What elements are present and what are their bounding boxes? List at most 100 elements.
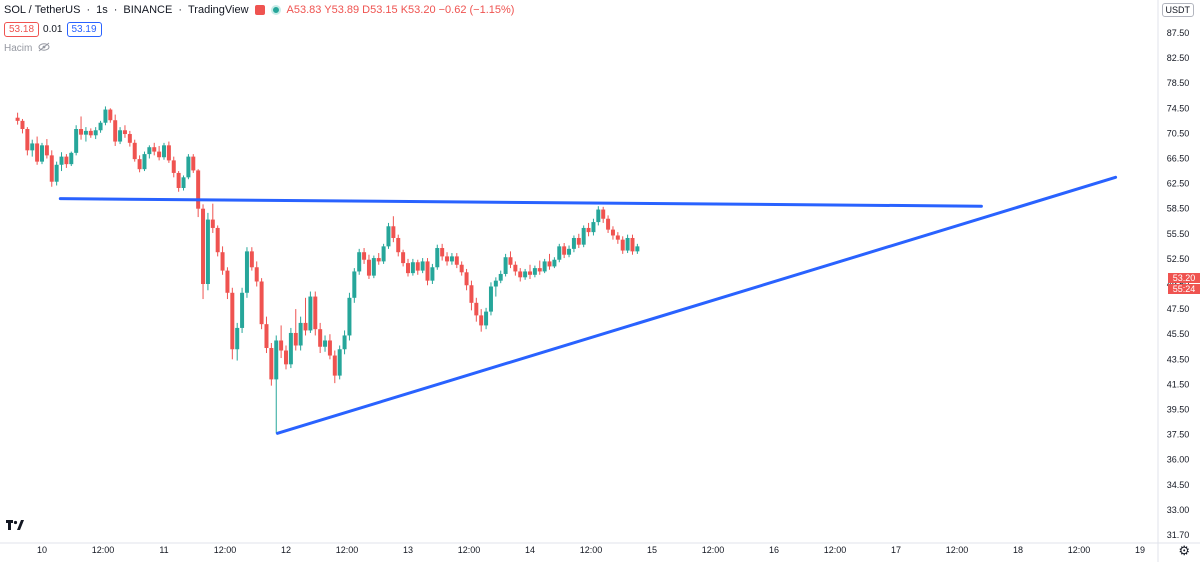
price-axis[interactable]: 87.50 82.50 78.50 74.50 70.50 66.50 62.50 58.50… [1167, 28, 1190, 540]
candle [323, 335, 328, 352]
time-tick-label: 10 [37, 545, 47, 555]
candle-body [132, 142, 137, 160]
candle [381, 243, 386, 264]
candle-body [425, 261, 430, 281]
candle-body [274, 340, 279, 380]
candle [493, 277, 498, 297]
symbol-label[interactable]: SOL / TetherUS [4, 4, 81, 16]
candle-body [415, 262, 420, 271]
candle-body [591, 222, 596, 233]
candle [103, 106, 108, 126]
candle-body [176, 172, 181, 188]
price-tick-label: 39.50 [1167, 405, 1190, 415]
candle [44, 139, 49, 159]
eye-off-icon[interactable] [38, 42, 50, 55]
price-tick-label: 31.70 [1167, 530, 1190, 540]
bid-price[interactable]: 53.18 [4, 22, 40, 37]
candle-body [318, 329, 323, 347]
candle [474, 297, 479, 322]
candle-body [454, 256, 459, 265]
price-tick-label: 34.50 [1167, 480, 1190, 490]
candle [298, 316, 303, 351]
candle [118, 127, 123, 145]
candle [244, 247, 249, 298]
trendline[interactable] [58, 197, 983, 208]
candle-body [508, 257, 513, 265]
candle [625, 234, 630, 254]
candle-body [235, 327, 240, 350]
price-tick-label: 78.50 [1167, 78, 1190, 88]
price-tick-label: 37.50 [1167, 430, 1190, 440]
candle [15, 112, 20, 125]
candle-body [142, 154, 147, 170]
candle [425, 258, 430, 286]
candle-body [69, 152, 74, 165]
candle [157, 145, 162, 161]
time-axis[interactable]: 10 12:00 11 12:00 12 12:00 13 12:00 14 12:00 15 12:… [37, 545, 1145, 555]
time-tick-label: 15 [647, 545, 657, 555]
candle [610, 226, 615, 240]
candle-body [20, 120, 25, 130]
currency-button[interactable]: USDT [1161, 3, 1194, 17]
candle-body [30, 143, 35, 151]
candle-body [576, 237, 581, 245]
tradingview-logo-icon[interactable] [6, 520, 24, 535]
price-tick-label: 58.50 [1167, 204, 1190, 214]
price-tick-label: 33.00 [1167, 505, 1190, 515]
ask-price[interactable]: 53.19 [66, 22, 102, 37]
candle-body [518, 271, 523, 278]
candle [420, 258, 425, 274]
candle [181, 175, 186, 191]
candle [327, 334, 332, 360]
trendlines-layer[interactable] [58, 175, 1118, 435]
candle [162, 142, 166, 160]
candle-body [162, 145, 166, 158]
candle-body [366, 259, 371, 276]
candle [249, 247, 254, 271]
candle-body [440, 248, 445, 257]
candle [69, 151, 74, 167]
candle-body [435, 248, 440, 268]
candle [484, 307, 489, 330]
trendline[interactable] [275, 175, 1118, 435]
time-tick-label: 12:00 [92, 545, 115, 555]
candle [615, 232, 620, 244]
settings-gear-icon[interactable]: ⚙ [1178, 543, 1190, 558]
candle-body [308, 296, 313, 331]
candle-body [557, 246, 562, 260]
candle-body [225, 270, 230, 293]
chart-legend: SOL / TetherUS · 1s · BINANCE · TradingV… [4, 4, 514, 16]
last-price-tag: 53.20 [1168, 273, 1200, 283]
candle-body [357, 252, 362, 272]
candle [303, 297, 308, 336]
candle-body [157, 151, 162, 158]
candle [542, 258, 547, 274]
candle-body [620, 239, 625, 251]
candle [240, 287, 245, 333]
candle [196, 169, 201, 218]
candle [49, 150, 54, 187]
price-tick-label: 70.50 [1167, 128, 1190, 138]
candle [152, 142, 157, 156]
candles-layer [15, 106, 640, 434]
candle [562, 243, 567, 259]
time-tick-label: 12:00 [580, 545, 603, 555]
candle-body [464, 272, 469, 286]
candle-body [401, 252, 406, 264]
candle [523, 268, 528, 280]
candle [503, 253, 508, 277]
time-tick-label: 18 [1013, 545, 1023, 555]
price-tick-label: 45.50 [1167, 329, 1190, 339]
candle-body [288, 332, 293, 365]
candle [366, 254, 371, 279]
time-tick-label: 12:00 [336, 545, 359, 555]
volume-legend: Hacim [4, 42, 50, 55]
candle [264, 316, 269, 354]
candle [571, 235, 576, 253]
candle-body [474, 302, 479, 316]
candle [518, 268, 523, 282]
interval-label[interactable]: 1s [96, 4, 108, 16]
candle [401, 249, 406, 267]
candle [396, 234, 401, 257]
